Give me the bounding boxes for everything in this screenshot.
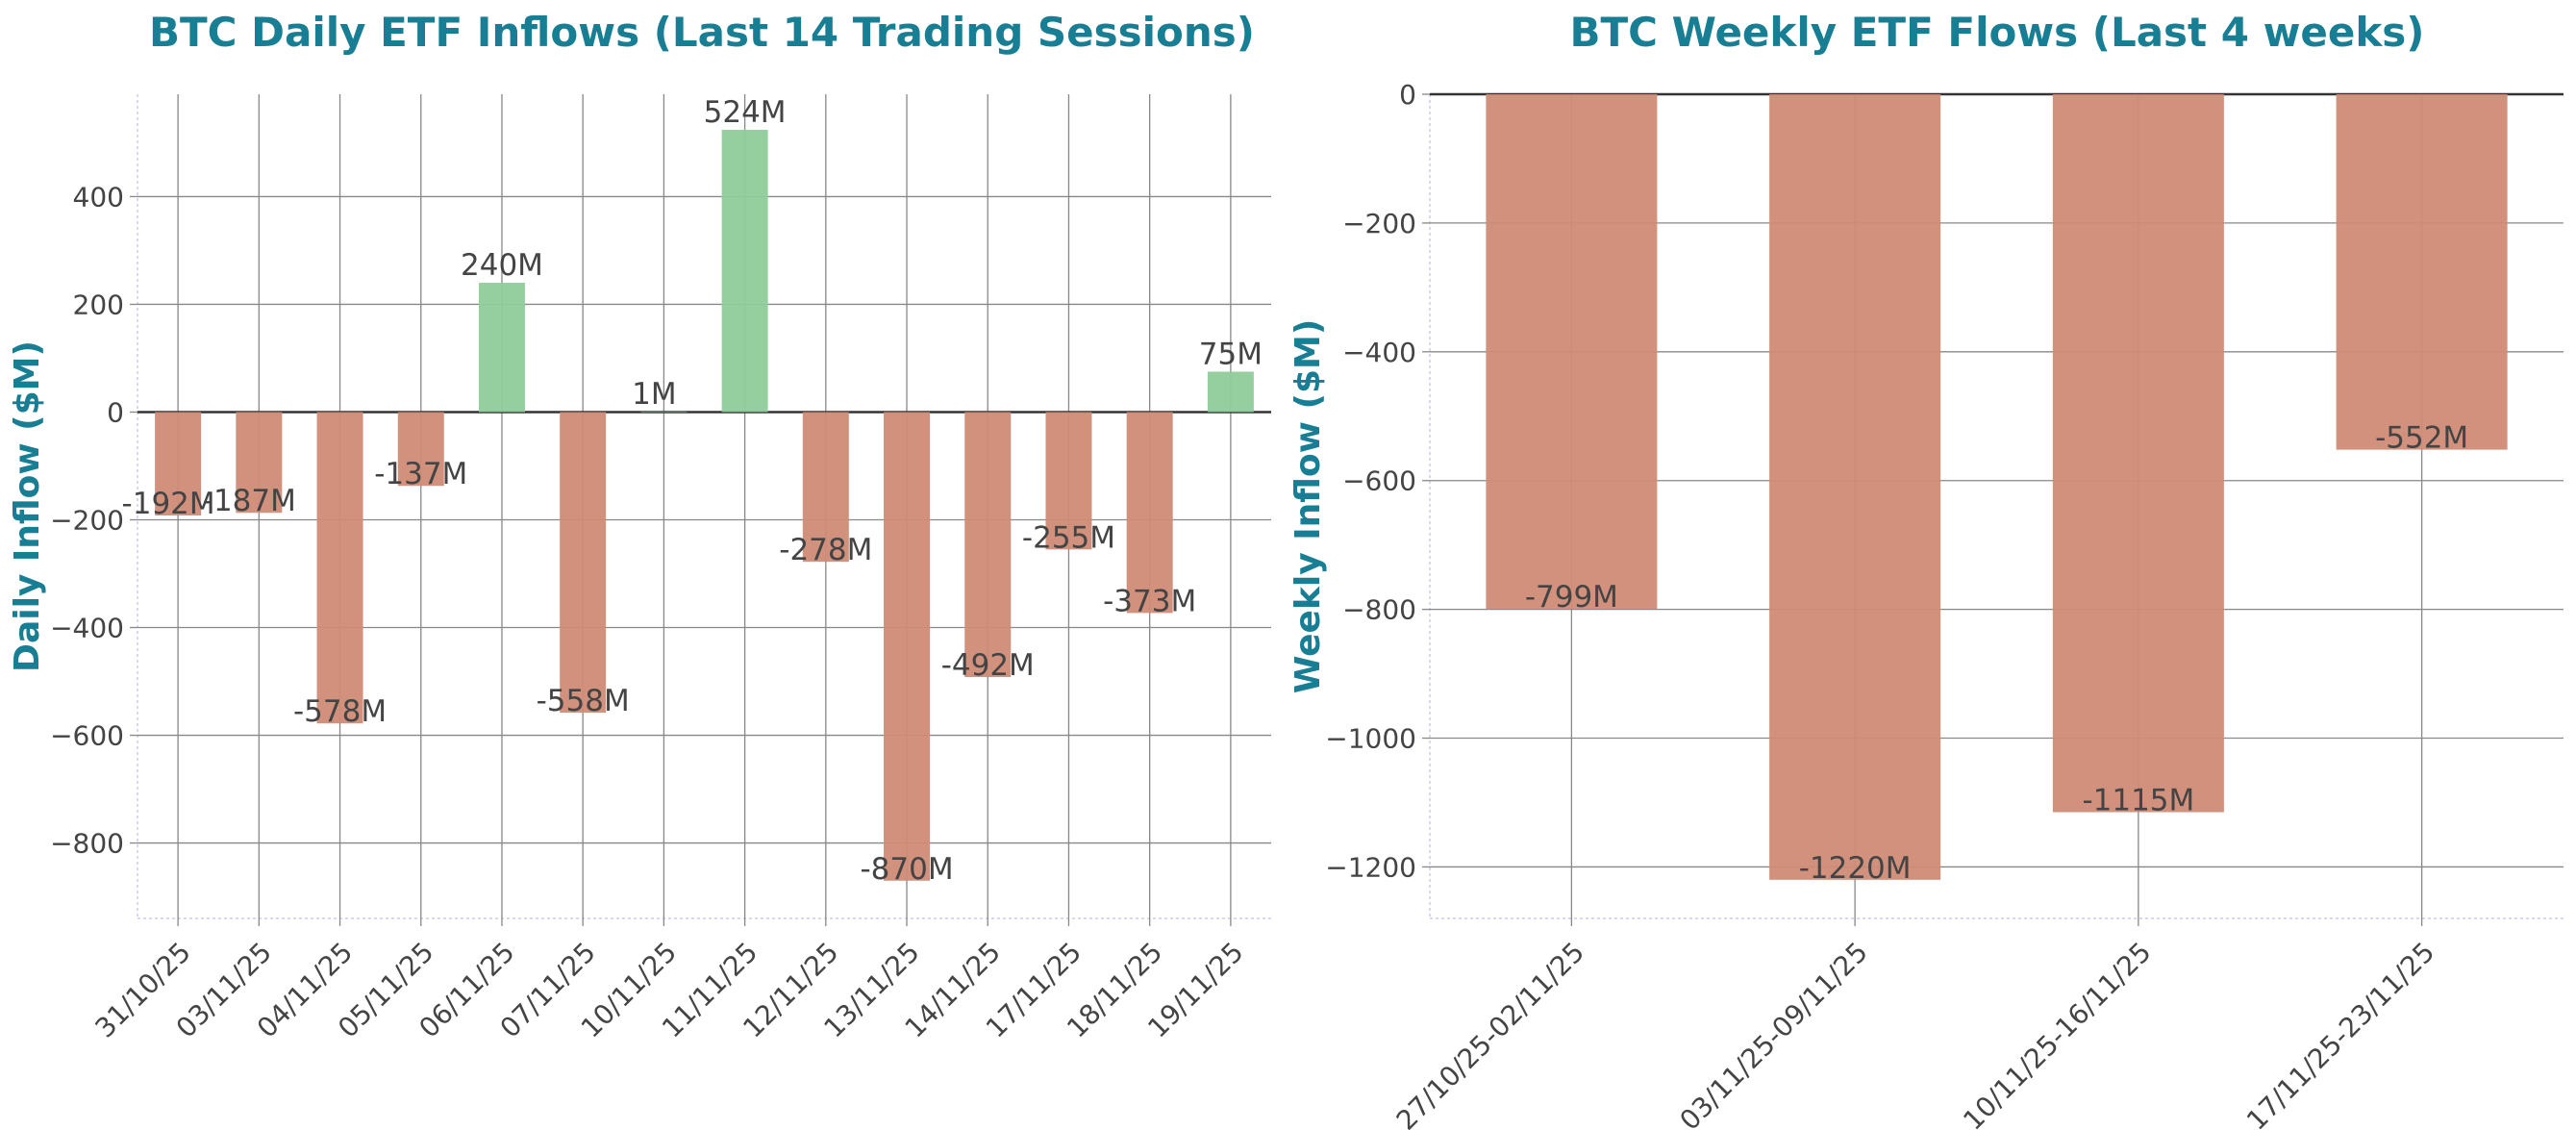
bar [721,129,768,413]
bar [1126,412,1173,614]
y-tick-label: −400 [50,613,124,644]
data-label: 1M [632,377,676,412]
bar [2052,94,2224,813]
data-label: -137M [374,457,467,491]
data-label: -492M [941,648,1035,683]
bar [884,412,931,881]
bar [1207,371,1254,413]
x-tick-label: 27/10/25-02/11/25 [1390,936,1590,1130]
bar [1486,94,1658,609]
data-label: -373M [1103,584,1196,618]
y-axis-label: Weekly Inflow ($M) [1288,319,1328,694]
bar [1045,412,1092,550]
bar [397,412,444,487]
bar [316,412,363,724]
y-tick-label: 0 [107,396,124,428]
data-label: 75M [1199,337,1263,371]
data-label: -870M [860,852,953,887]
weekly-flows-chart: 0 −200 −400 −600 −800 −1000 −1200 -799M -1220M -1… [1288,79,2563,1130]
y-tick-label: −800 [50,828,124,860]
bar [964,412,1012,678]
data-label: -558M [537,684,630,718]
x-tick-label: 10/11/25-16/11/25 [1957,936,2157,1130]
y-tick-label: 400 [73,181,124,213]
data-label: -799M [1525,580,1618,615]
bar [155,412,202,516]
data-label: -552M [2375,421,2468,456]
data-label: -578M [293,694,387,729]
x-tick-label: 03/11/25-09/11/25 [1673,936,1873,1130]
data-label: 240M [461,248,543,283]
daily-chart-title: BTC Daily ETF Inflows (Last 14 Trading S… [149,9,1255,56]
y-tick-label: −200 [1342,208,1416,239]
data-label: -278M [779,533,872,567]
data-label: -1220M [1799,851,1912,886]
data-label: -192M [122,487,215,521]
y-tick-label: −600 [1342,465,1416,497]
y-axis-label: Daily Inflow ($M) [8,340,47,672]
bar [236,412,283,514]
data-label: -255M [1022,520,1115,555]
x-tick-label: 17/11/25-23/11/25 [2240,936,2440,1130]
daily-inflows-chart: 400 200 0 −200 −400 −600 −800 -192M-187M -578M -1… [8,94,1271,1044]
data-label: -1115M [2082,784,2194,818]
y-tick-label: −200 [50,505,124,537]
y-tick-label: −400 [1342,337,1416,368]
y-tick-label: −600 [50,720,124,752]
y-tick-label: −1000 [1325,723,1416,755]
bar [802,412,849,563]
y-tick-label: −800 [1342,594,1416,626]
y-tick-label: −1200 [1325,851,1416,883]
bar [2336,94,2508,450]
y-tick-label: 200 [73,289,124,320]
bar [640,411,688,413]
bar [560,412,607,714]
data-label: -187M [203,484,296,518]
bar [1769,94,1941,880]
data-label: 524M [704,95,787,130]
y-tick-label: 0 [1399,79,1416,111]
weekly-chart-title: BTC Weekly ETF Flows (Last 4 weeks) [1570,9,2425,56]
bar [478,283,525,413]
